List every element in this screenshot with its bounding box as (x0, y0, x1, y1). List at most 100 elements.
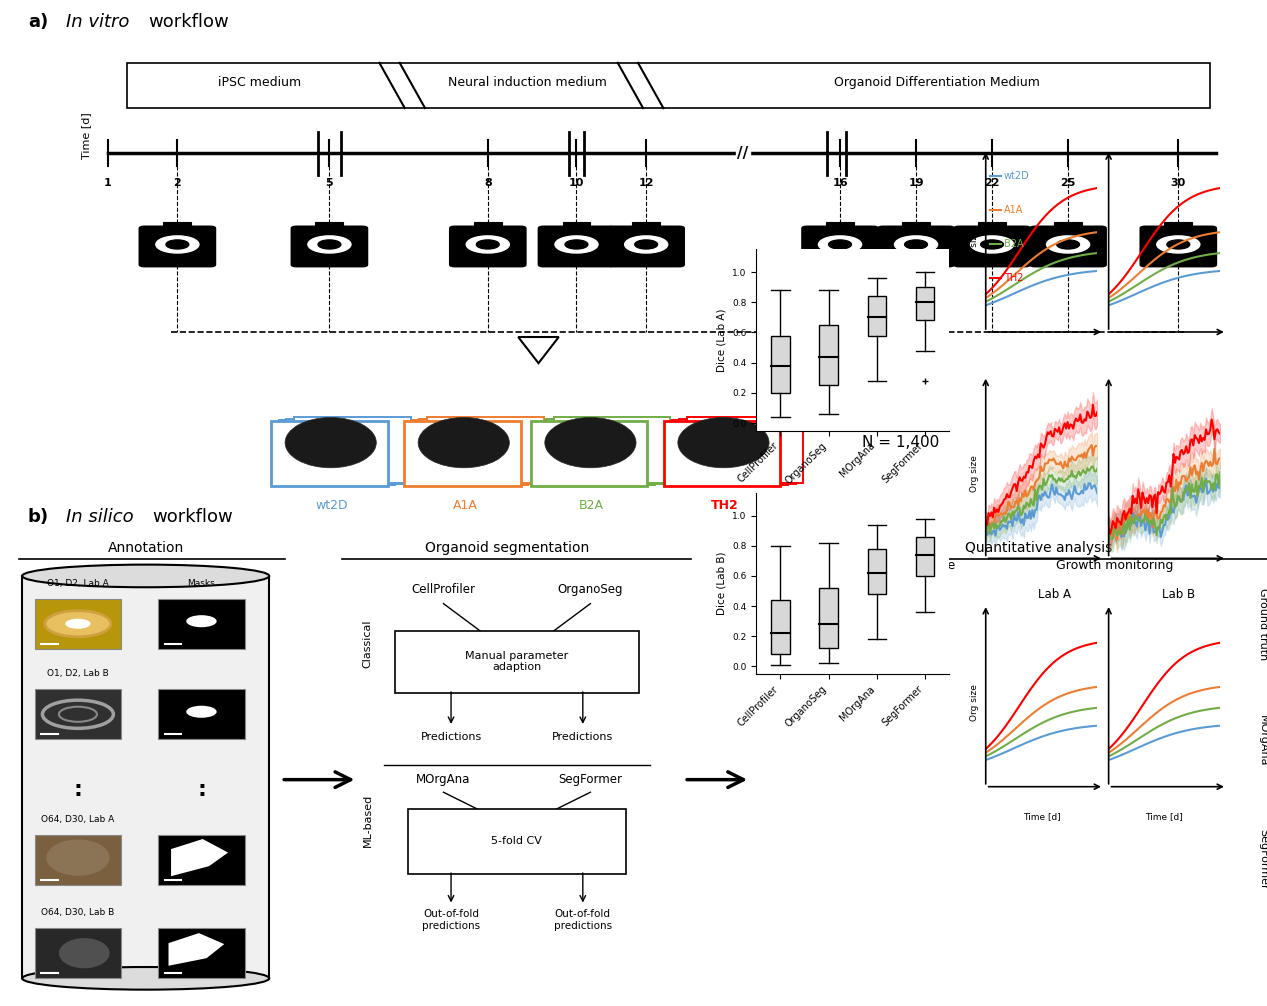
Circle shape (46, 611, 111, 637)
Text: workflow: workflow (152, 508, 233, 526)
Text: //: // (737, 146, 749, 161)
FancyBboxPatch shape (632, 222, 660, 231)
FancyBboxPatch shape (427, 417, 544, 483)
Text: Ground truth: Ground truth (1258, 588, 1267, 660)
Text: wt2D: wt2D (1003, 171, 1029, 181)
FancyBboxPatch shape (1030, 226, 1106, 267)
Text: Org size: Org size (971, 456, 979, 492)
Text: CellProfiler: CellProfiler (412, 583, 475, 597)
Ellipse shape (285, 417, 376, 468)
FancyBboxPatch shape (902, 222, 930, 231)
FancyBboxPatch shape (163, 222, 191, 231)
Text: Predictions: Predictions (421, 732, 481, 741)
Text: 1: 1 (104, 178, 111, 187)
Text: 25: 25 (1060, 178, 1076, 187)
Text: MOrgAna: MOrgAna (1258, 715, 1267, 767)
Text: 22: 22 (984, 178, 1000, 187)
Text: ML-based: ML-based (362, 794, 372, 846)
Text: Org size: Org size (971, 684, 979, 720)
Text: workflow: workflow (148, 13, 229, 30)
Circle shape (476, 240, 499, 249)
Circle shape (186, 706, 217, 718)
FancyBboxPatch shape (554, 417, 670, 483)
FancyBboxPatch shape (687, 417, 803, 483)
Text: :: : (196, 780, 207, 800)
FancyBboxPatch shape (294, 417, 411, 483)
Text: Quantitative analysis: Quantitative analysis (965, 541, 1112, 554)
Ellipse shape (47, 839, 110, 875)
Circle shape (971, 236, 1014, 254)
Text: Manual parameter
adaption: Manual parameter adaption (465, 651, 569, 672)
FancyBboxPatch shape (978, 222, 1006, 231)
Polygon shape (169, 934, 224, 966)
Circle shape (829, 240, 851, 249)
Text: O64, D30, Lab B: O64, D30, Lab B (42, 908, 114, 917)
FancyBboxPatch shape (412, 420, 528, 485)
Text: Organoid Differentiation Medium: Organoid Differentiation Medium (834, 76, 1040, 90)
FancyBboxPatch shape (279, 420, 395, 485)
Text: O1, D2, Lab B: O1, D2, Lab B (47, 669, 109, 678)
Text: iPSC medium: iPSC medium (218, 76, 302, 90)
FancyBboxPatch shape (35, 689, 122, 739)
Circle shape (318, 240, 341, 249)
FancyBboxPatch shape (127, 63, 1210, 109)
Text: O1, D2, Lab A: O1, D2, Lab A (47, 578, 109, 588)
FancyBboxPatch shape (1164, 222, 1192, 231)
Text: 30: 30 (1171, 178, 1186, 187)
FancyBboxPatch shape (291, 226, 367, 267)
Text: A1A: A1A (1003, 205, 1022, 215)
FancyBboxPatch shape (1054, 222, 1082, 231)
FancyBboxPatch shape (538, 420, 655, 485)
Circle shape (625, 236, 668, 254)
Circle shape (466, 236, 509, 254)
Text: Lab B: Lab B (1162, 588, 1195, 601)
FancyBboxPatch shape (608, 226, 684, 267)
Ellipse shape (545, 417, 636, 468)
Text: Out-of-fold
predictions: Out-of-fold predictions (422, 909, 480, 931)
FancyBboxPatch shape (286, 418, 403, 484)
Circle shape (66, 619, 91, 629)
Ellipse shape (58, 938, 110, 968)
Text: 5: 5 (326, 178, 333, 187)
FancyBboxPatch shape (664, 421, 780, 487)
Circle shape (156, 236, 199, 254)
Text: B2A: B2A (579, 499, 604, 512)
Text: b): b) (28, 508, 49, 526)
Ellipse shape (418, 417, 509, 468)
Text: OrganoSeg: OrganoSeg (557, 583, 623, 597)
Ellipse shape (23, 967, 270, 990)
FancyBboxPatch shape (826, 222, 854, 231)
Text: Growth monitoring: Growth monitoring (1057, 559, 1173, 572)
Text: TH2: TH2 (1003, 273, 1022, 283)
FancyBboxPatch shape (916, 288, 934, 321)
Circle shape (1057, 240, 1079, 249)
Polygon shape (518, 337, 559, 363)
Text: 2: 2 (174, 178, 181, 187)
Circle shape (166, 240, 189, 249)
Circle shape (905, 240, 927, 249)
Ellipse shape (23, 564, 270, 588)
Circle shape (981, 240, 1003, 249)
Text: Predictions: Predictions (552, 732, 613, 741)
FancyBboxPatch shape (538, 226, 614, 267)
FancyBboxPatch shape (954, 226, 1030, 267)
Text: Time [d]: Time [d] (1022, 812, 1060, 821)
FancyBboxPatch shape (563, 222, 590, 231)
FancyBboxPatch shape (878, 226, 954, 267)
FancyBboxPatch shape (408, 809, 626, 874)
Text: SegFormer: SegFormer (559, 773, 622, 786)
FancyBboxPatch shape (672, 420, 788, 485)
Text: Neural induction medium: Neural induction medium (449, 76, 607, 90)
FancyBboxPatch shape (35, 599, 122, 649)
Text: Out-of-fold
predictions: Out-of-fold predictions (554, 909, 612, 931)
FancyBboxPatch shape (802, 226, 878, 267)
Text: Annotation: Annotation (108, 541, 184, 554)
Text: Segmentation performance: Segmentation performance (783, 559, 955, 572)
Text: a): a) (28, 13, 48, 30)
Text: Lab A: Lab A (1038, 588, 1071, 601)
FancyBboxPatch shape (868, 549, 886, 594)
Text: In silico: In silico (66, 508, 133, 526)
Text: Time [d]: Time [d] (81, 113, 91, 159)
FancyBboxPatch shape (531, 421, 647, 487)
Text: Masks: Masks (188, 578, 215, 588)
